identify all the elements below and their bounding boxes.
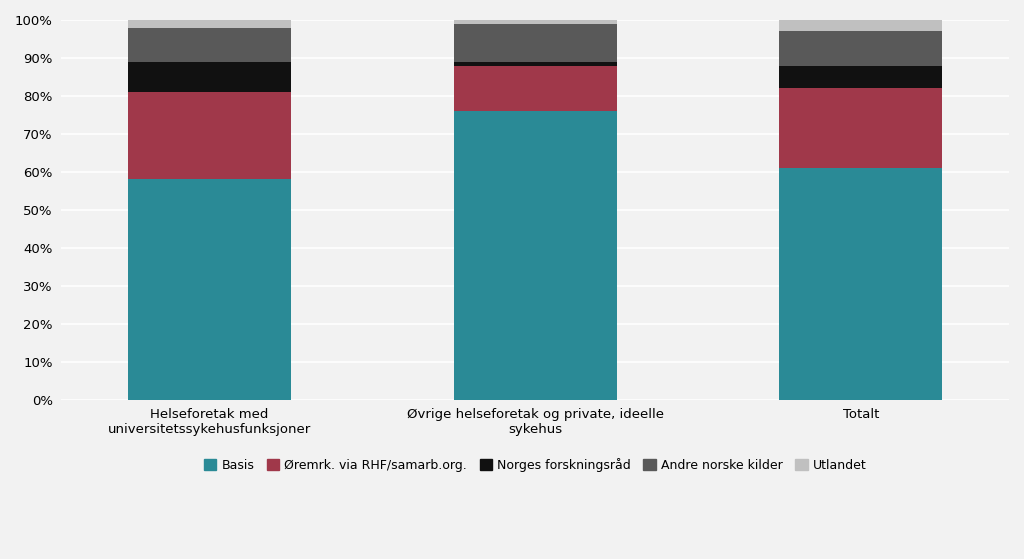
Bar xyxy=(128,179,291,400)
Bar xyxy=(128,20,291,27)
Bar xyxy=(128,61,291,92)
Bar xyxy=(779,31,942,65)
Bar xyxy=(128,27,291,61)
Bar xyxy=(779,65,942,88)
Bar xyxy=(454,65,616,111)
Bar xyxy=(454,111,616,400)
Legend: Basis, Øremrk. via RHF/samarb.org., Norges forskningsråd, Andre norske kilder, U: Basis, Øremrk. via RHF/samarb.org., Norg… xyxy=(199,453,871,477)
Bar xyxy=(454,24,616,61)
Bar xyxy=(779,20,942,31)
Bar xyxy=(454,61,616,65)
Bar xyxy=(779,88,942,168)
Bar xyxy=(779,168,942,400)
Bar xyxy=(454,20,616,24)
Bar xyxy=(128,92,291,179)
